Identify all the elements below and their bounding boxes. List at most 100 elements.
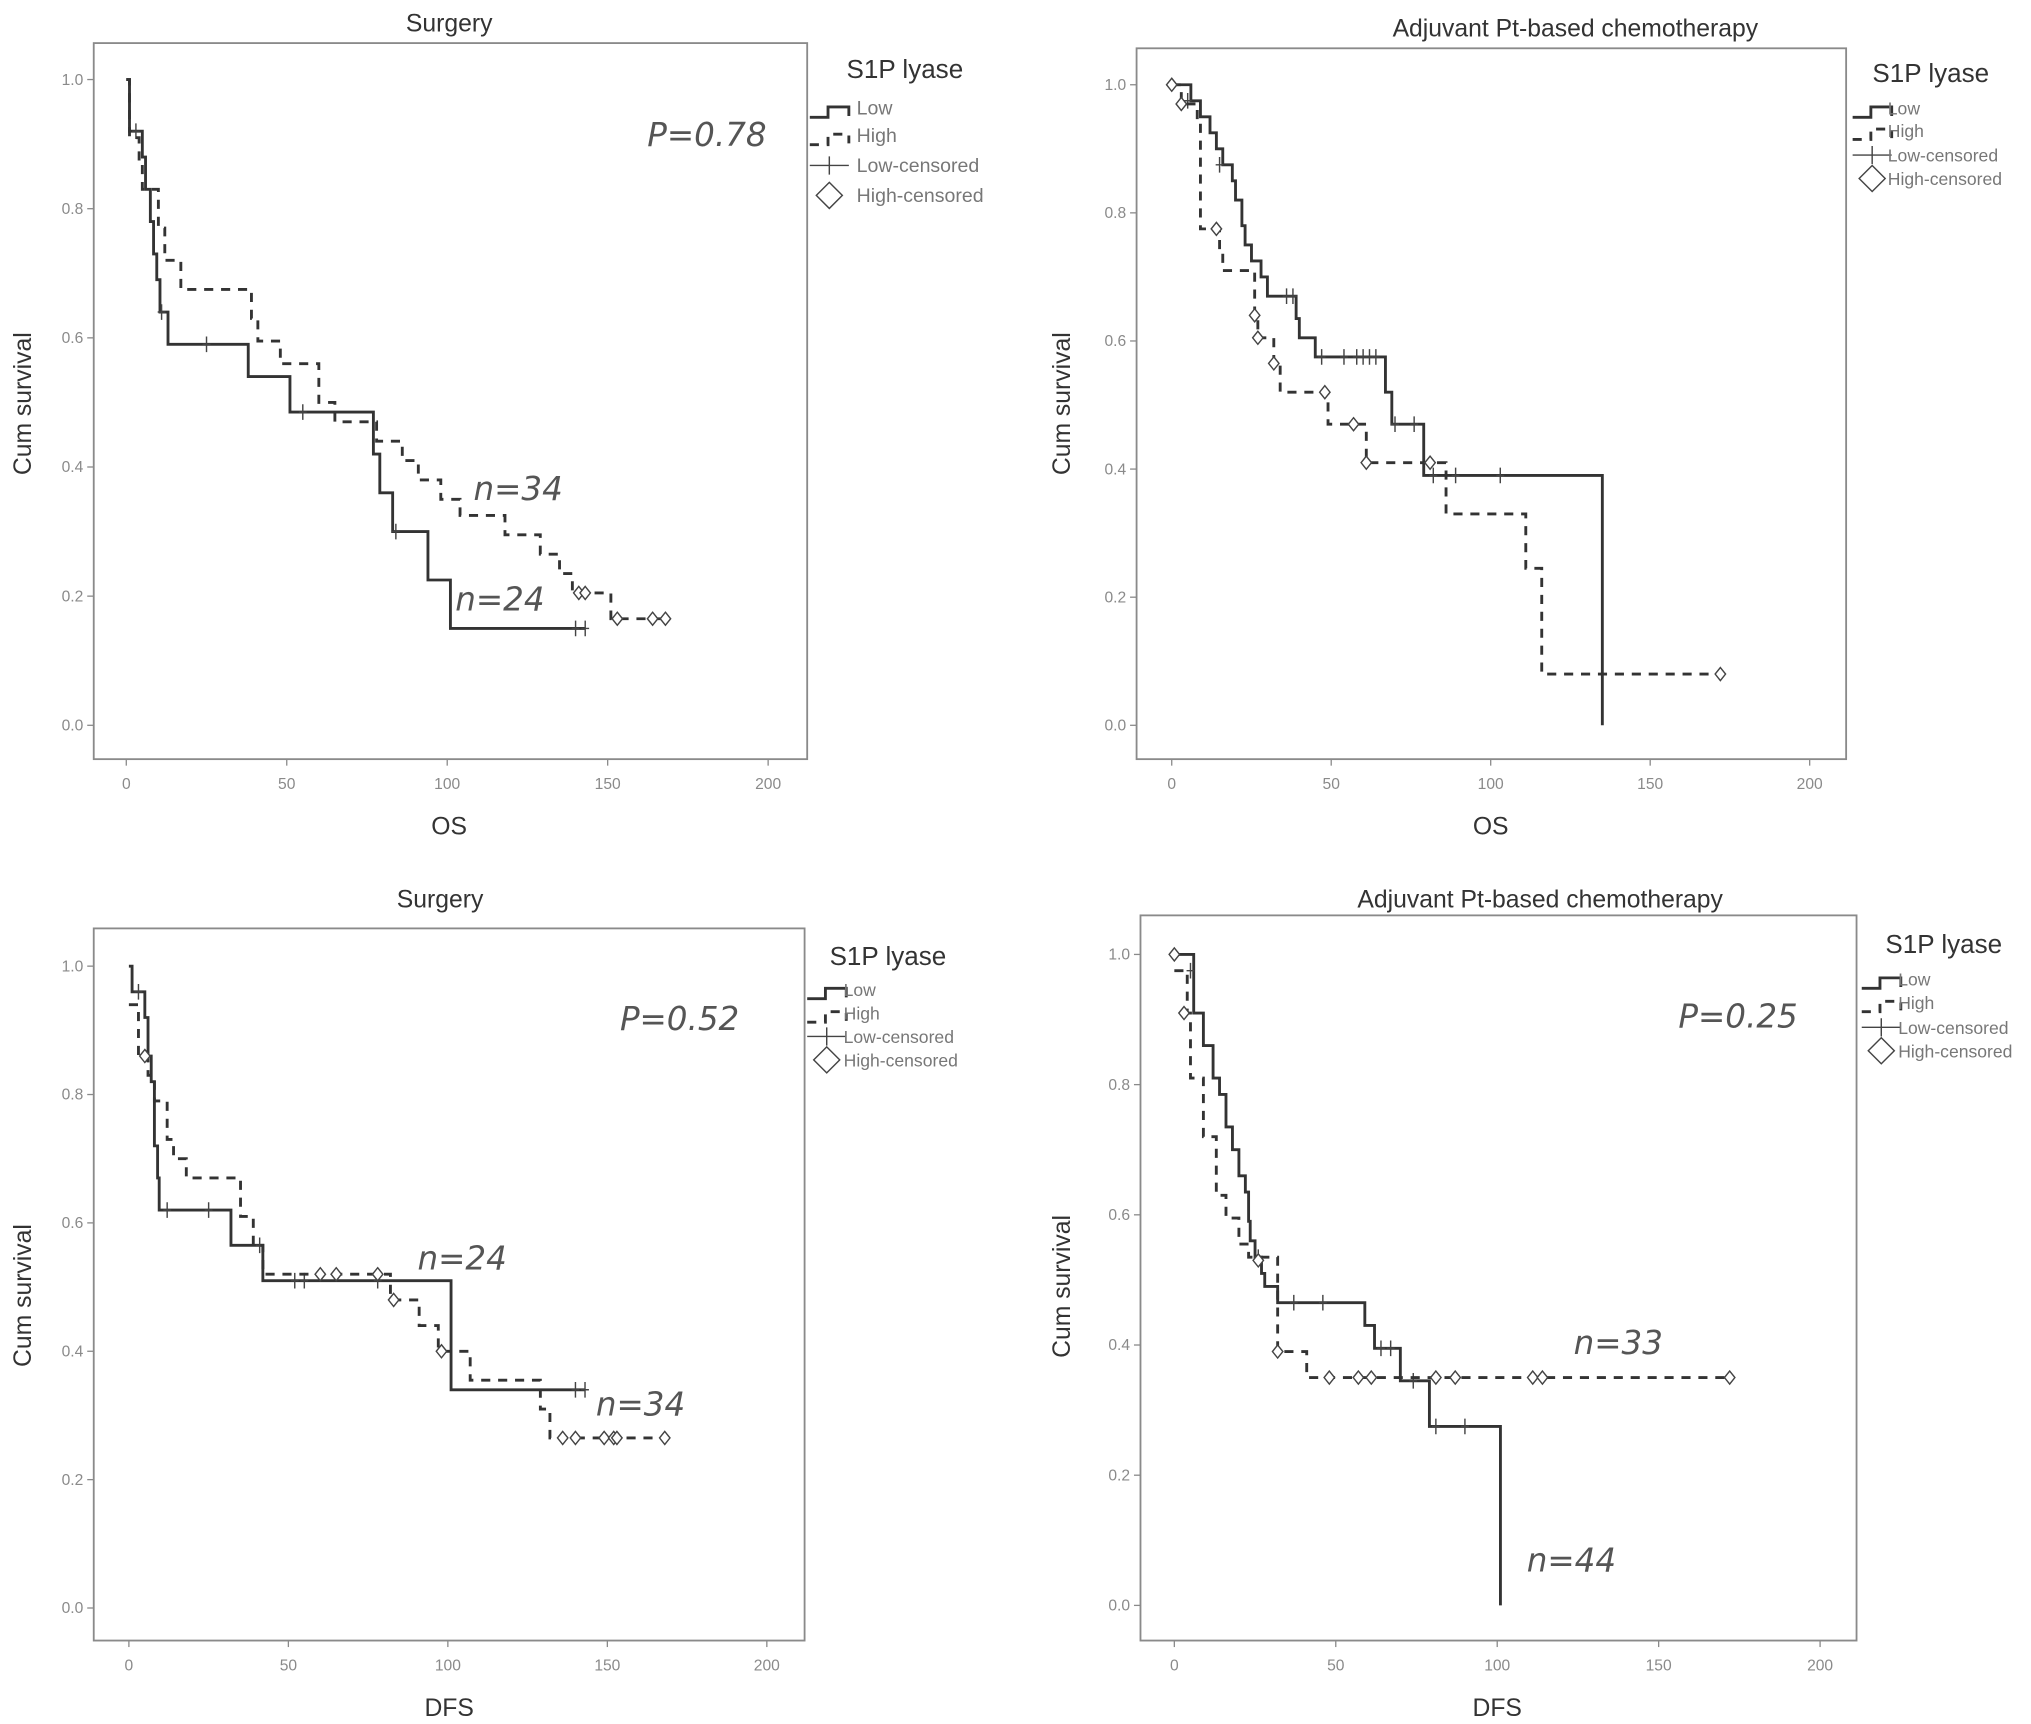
legend-item-low-censored: Low-censored [1898, 1018, 2008, 1038]
low-censored-mark [1183, 92, 1192, 109]
series-line-low [1174, 953, 1502, 1606]
low-censored-mark [1386, 1340, 1395, 1357]
y-tick-label: 0.6 [1104, 333, 1126, 350]
x-axis-label: DFS [1472, 1695, 1521, 1722]
chart-title: Adjuvant Pt-based chemotherapy [1393, 16, 1759, 43]
legend-item-high: High [857, 125, 897, 147]
high-censored-mark [659, 611, 672, 627]
high-censored-mark [1210, 221, 1223, 237]
low-censored-mark [1371, 349, 1380, 365]
y-tick-label: 0.4 [62, 1343, 84, 1360]
low-censored-mark [157, 304, 166, 320]
high-censored-mark [598, 1430, 611, 1446]
legend-high-censored-symbol [812, 1045, 841, 1074]
high-censored-mark [569, 1430, 582, 1446]
x-tick-label: 150 [1646, 1657, 1672, 1674]
high-censored-mark [1429, 1369, 1442, 1386]
y-tick-label: 0.6 [62, 1215, 84, 1232]
x-tick-label: 100 [1478, 776, 1504, 793]
high-censored-mark [1360, 455, 1373, 471]
high-censored-mark [1251, 330, 1264, 346]
legend-title: S1P lyase [1872, 58, 1989, 88]
x-tick-label: 50 [1323, 776, 1341, 793]
legend-high-symbol [1861, 999, 1903, 1014]
low-censored-mark [581, 620, 590, 637]
high-censored-mark [658, 1430, 671, 1446]
high-censored-mark [556, 1430, 569, 1446]
y-tick-label: 1.0 [62, 72, 84, 89]
legend-low-symbol [807, 986, 848, 1001]
legend-high-censored-symbol [815, 181, 844, 210]
series-line-high [1174, 969, 1730, 1379]
km-panel-1: Surgery OS Cum survival 0 50 100 150 200 0.0 0.2 0… [10, 10, 983, 840]
chart-title: Surgery [406, 10, 493, 37]
km-panel-2: Adjuvant Pt-based chemotherapy OS Cum surv… [1049, 16, 2002, 841]
legend-item-high: High [1888, 121, 1924, 141]
y-tick-label: 0.0 [1108, 1598, 1130, 1615]
low-censored-mark [1377, 1340, 1385, 1357]
x-tick-label: 200 [1797, 776, 1823, 793]
low-censored-mark [1289, 1294, 1298, 1311]
x-axis-label: OS [431, 814, 467, 841]
low-censored-mark [1317, 349, 1326, 365]
y-tick-label: 0.2 [1108, 1467, 1130, 1484]
km-panel-3: Surgery DFS Cum survival 0 50 100 150 200 0.0 0.2… [10, 887, 958, 1722]
legend-low-symbol [1852, 105, 1894, 119]
high-censored-mark [611, 611, 624, 627]
legend-item-low: Low [844, 980, 877, 1000]
high-censored-mark [1175, 96, 1188, 112]
x-tick-label: 100 [434, 776, 460, 793]
low-censored-mark [1451, 467, 1460, 484]
legend-item-low-censored: Low-censored [1888, 146, 1998, 166]
x-tick-label: 0 [125, 1657, 134, 1674]
high-censored-mark [1423, 455, 1437, 471]
plot-frame [1135, 47, 1848, 761]
low-censored-mark [163, 1202, 172, 1218]
sample-size-annotation: n=34 [474, 470, 563, 508]
y-tick-label: 0.0 [1104, 718, 1126, 735]
x-axis-label: OS [1473, 814, 1509, 841]
legend-high-censored-symbol [1858, 164, 1887, 193]
y-tick-label: 0.6 [62, 330, 84, 347]
high-censored-mark [1248, 307, 1261, 324]
high-censored-mark [1323, 1369, 1336, 1386]
sample-size-annotation: n=24 [418, 1240, 507, 1278]
x-tick-label: 0 [1167, 776, 1176, 793]
low-censored-mark [581, 1381, 589, 1398]
low-censored-mark [1431, 1418, 1440, 1435]
chart-title: Adjuvant Pt-based chemotherapy [1357, 887, 1723, 914]
legend-item-high-censored: High-censored [857, 185, 984, 207]
y-tick-label: 0.2 [62, 588, 84, 605]
p-value-annotation: P=0.52 [620, 1000, 739, 1038]
low-censored-mark [1496, 467, 1505, 484]
sample-size-annotation: n=24 [455, 581, 544, 619]
high-censored-mark [1365, 1369, 1378, 1386]
legend-high-symbol [1852, 127, 1894, 141]
series-line-high [126, 78, 666, 621]
legend-item-low-censored: Low-censored [844, 1027, 954, 1047]
low-censored-mark [571, 1381, 580, 1398]
chart-title: Surgery [397, 887, 484, 914]
high-censored-mark [579, 585, 592, 601]
y-axis-label: Cum survival [10, 332, 37, 475]
x-tick-label: 200 [755, 776, 781, 793]
legend-title: S1P lyase [1885, 929, 2002, 959]
low-censored-mark [1410, 416, 1419, 433]
low-censored-mark [1461, 1418, 1469, 1435]
series-line-low [1171, 83, 1604, 726]
high-censored-mark [1271, 1343, 1284, 1360]
high-censored-mark [435, 1343, 448, 1359]
legend-low-censored-symbol [1852, 145, 1892, 165]
high-censored-mark [1318, 384, 1331, 400]
legend-low-censored-symbol [807, 1027, 847, 1046]
y-tick-label: 1.0 [1108, 947, 1130, 964]
high-censored-mark [1347, 416, 1360, 432]
low-censored-mark [571, 620, 580, 637]
high-censored-mark [1723, 1369, 1736, 1386]
legend-high-symbol [807, 1010, 848, 1024]
low-censored-mark [1391, 416, 1399, 433]
x-tick-label: 0 [1170, 1657, 1179, 1674]
legend-item-high: High [844, 1004, 880, 1024]
legend-item-high-censored: High-censored [844, 1050, 958, 1070]
